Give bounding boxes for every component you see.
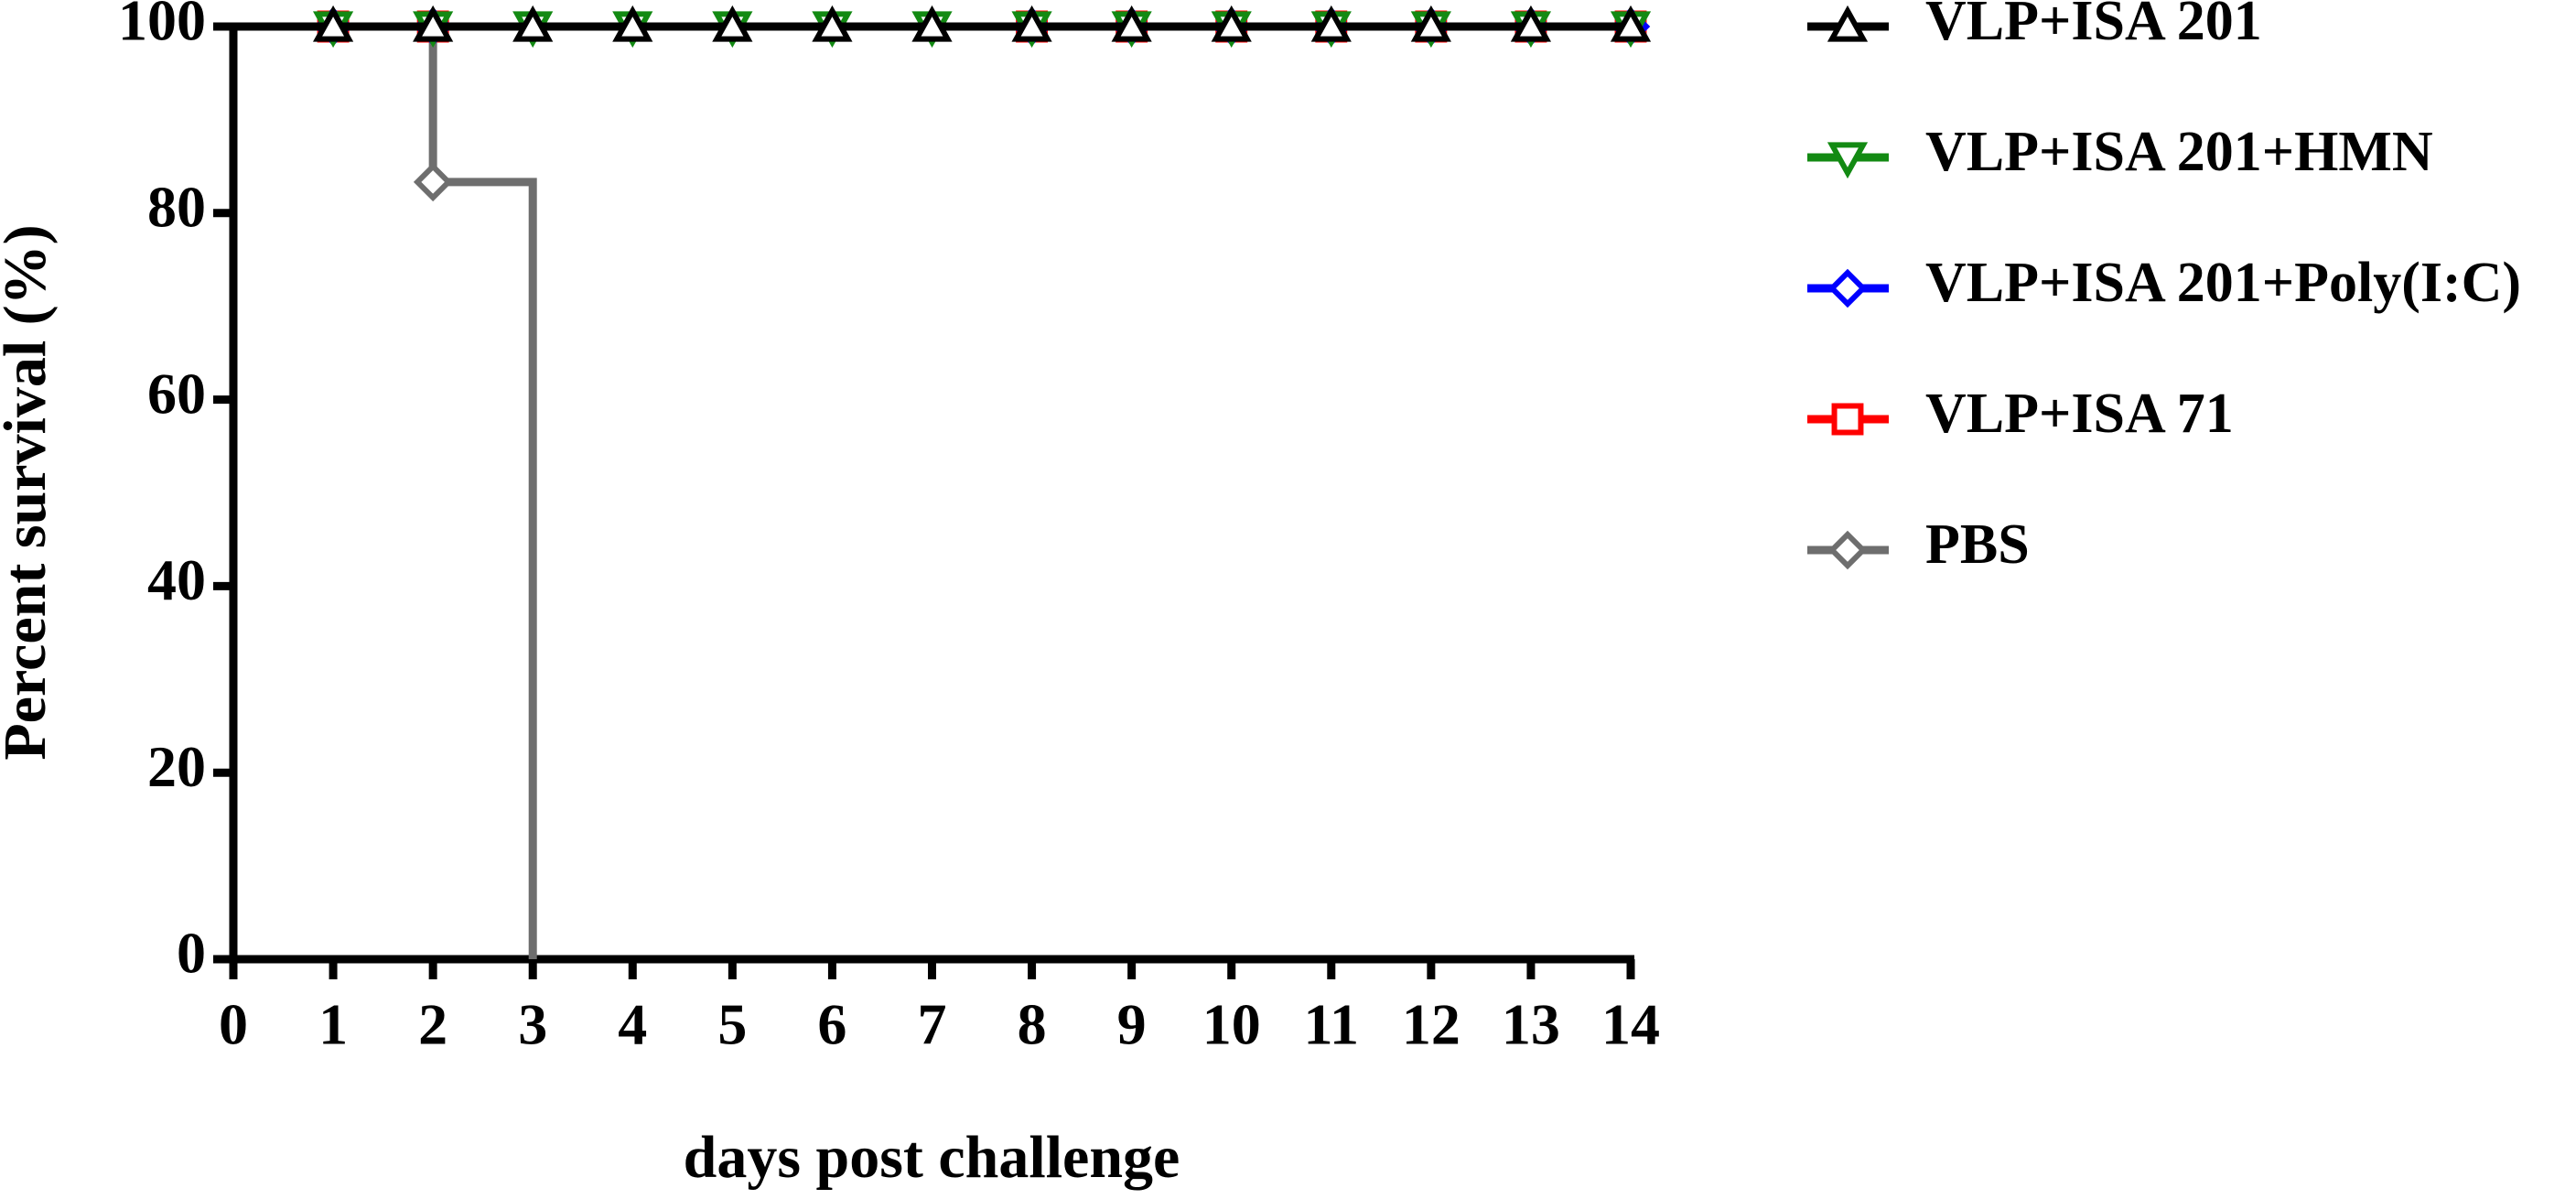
x-tick-label: 2 [418, 992, 447, 1057]
legend-marker [1831, 403, 1864, 436]
marker [413, 162, 453, 202]
marker [1610, 5, 1652, 42]
legend-label: VLP+ISA 201+Poly(I:C) [1925, 252, 2521, 314]
x-tick-label: 7 [918, 992, 947, 1057]
x-tick-label: 5 [717, 992, 747, 1057]
x-tick-label: 3 [518, 992, 547, 1057]
y-tick-label: 40 [147, 547, 206, 612]
legend-marker [1827, 530, 1868, 570]
y-tick-label: 0 [177, 921, 206, 986]
marker [712, 5, 753, 42]
survival-line [233, 22, 537, 959]
marker [312, 5, 354, 42]
marker [1211, 5, 1252, 42]
x-tick-label: 6 [817, 992, 846, 1057]
x-tick-label: 13 [1502, 992, 1560, 1057]
marker [812, 5, 853, 42]
marker [512, 5, 554, 42]
marker [413, 5, 454, 42]
y-axis-label: Percent survival (%) [0, 224, 59, 760]
x-axis-label: days post challenge [684, 1124, 1180, 1191]
legend-label: VLP+ISA 201+HMN [1925, 121, 2433, 183]
legend-marker [1827, 268, 1868, 308]
x-tick-label: 0 [219, 992, 248, 1057]
x-tick-label: 4 [618, 992, 647, 1057]
legend-label: VLP+ISA 201 [1925, 0, 2262, 52]
marker [612, 5, 653, 42]
legend-label: PBS [1925, 513, 2030, 576]
marker [1310, 5, 1352, 42]
x-tick-label: 12 [1402, 992, 1460, 1057]
marker [1510, 5, 1552, 42]
y-tick-label: 100 [118, 0, 206, 53]
x-tick-label: 9 [1117, 992, 1147, 1057]
legend-marker [1827, 142, 1869, 179]
marker [1410, 5, 1451, 42]
x-tick-label: 10 [1202, 992, 1261, 1057]
x-tick-label: 11 [1304, 992, 1359, 1057]
marker [1011, 5, 1052, 42]
x-tick-label: 1 [318, 992, 348, 1057]
y-tick-label: 80 [147, 174, 206, 239]
y-tick-label: 60 [147, 361, 206, 426]
x-tick-label: 14 [1601, 992, 1660, 1057]
x-tick-label: 8 [1018, 992, 1047, 1057]
legend-label: VLP+ISA 71 [1925, 383, 2234, 445]
marker [911, 5, 953, 42]
legend-marker [1827, 5, 1869, 42]
y-tick-label: 20 [147, 734, 206, 799]
marker [1111, 5, 1152, 42]
